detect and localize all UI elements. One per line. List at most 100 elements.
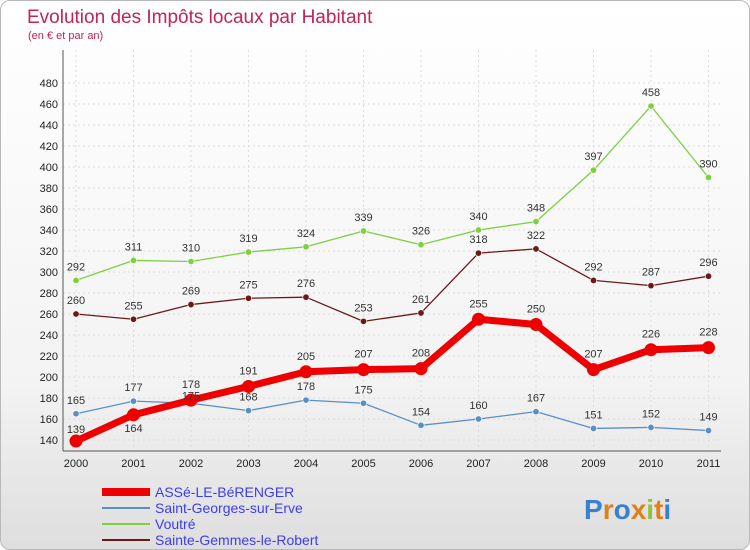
data-label: 310 — [182, 243, 200, 255]
data-label: 318 — [469, 234, 487, 246]
data-label: 205 — [297, 351, 315, 363]
data-label: 175 — [354, 384, 372, 396]
data-label: 175 — [182, 390, 200, 402]
svg-text:Proxiti: Proxiti — [584, 494, 671, 525]
y-tick-label: 380 — [40, 183, 58, 195]
data-label: 255 — [124, 300, 142, 312]
data-point — [359, 317, 367, 325]
data-label: 228 — [699, 327, 717, 339]
series-line — [72, 315, 712, 445]
data-point — [184, 393, 198, 407]
data-label: 255 — [469, 298, 487, 310]
data-label: 322 — [527, 230, 545, 242]
data-label: 319 — [239, 233, 257, 245]
series-ASSé-LE-BéRENGER — [69, 312, 715, 448]
x-tick-label: 2007 — [466, 458, 490, 470]
data-label: 207 — [354, 349, 372, 361]
axes: 140 160 180 200 220 240 260 280 300 320 340 360 380 4… — [40, 50, 721, 470]
data-point — [704, 272, 712, 280]
data-point — [299, 365, 313, 379]
chart-subtitle: (en € et par an) — [28, 30, 103, 42]
legend-label: Saint-Georges-sur-Erve — [155, 500, 303, 516]
y-tick-label: 200 — [40, 372, 58, 384]
data-point — [130, 256, 138, 264]
logo-letter: i — [663, 494, 671, 525]
data-label: 208 — [412, 348, 430, 360]
data-label: 261 — [412, 294, 430, 306]
x-tick-label: 2005 — [351, 458, 375, 470]
y-tick-label: 220 — [40, 351, 58, 363]
data-label: 152 — [642, 408, 660, 420]
x-tick-label: 2003 — [236, 458, 260, 470]
data-label: 340 — [469, 211, 487, 223]
data-point — [417, 309, 425, 317]
data-label: 165 — [67, 395, 85, 407]
x-tick-label: 2004 — [294, 458, 318, 470]
x-tick-label: 2009 — [581, 458, 605, 470]
data-point — [187, 257, 195, 265]
data-point — [474, 415, 482, 423]
data-label: 250 — [527, 304, 545, 316]
data-label: 275 — [239, 279, 257, 291]
data-point — [302, 293, 310, 301]
data-label: 292 — [584, 261, 602, 273]
data-label: 149 — [699, 412, 717, 424]
data-label: 164 — [124, 423, 142, 435]
data-point — [589, 276, 597, 284]
data-label: 191 — [239, 365, 257, 377]
data-point — [302, 396, 310, 404]
data-label: 168 — [239, 392, 257, 404]
data-point — [532, 218, 540, 226]
data-label: 151 — [584, 409, 602, 421]
data-point — [127, 408, 140, 422]
data-point — [529, 318, 543, 331]
legend-label: ASSé-LE-BéRENGER — [155, 484, 294, 500]
data-label: 177 — [124, 382, 142, 394]
data-point — [704, 427, 712, 435]
data-point — [72, 310, 80, 318]
data-label: 178 — [182, 379, 200, 391]
data-point — [130, 397, 138, 405]
y-tick-label: 180 — [40, 393, 58, 405]
data-point — [587, 363, 600, 377]
data-point — [647, 282, 655, 290]
x-tick-label: 2008 — [524, 458, 548, 470]
series-group — [69, 102, 715, 448]
data-label: 139 — [67, 424, 85, 436]
data-point — [644, 343, 658, 357]
series-Voutré — [72, 102, 712, 284]
chart-title: Evolution des Impôts locaux par Habitant — [27, 7, 373, 28]
logo-letter: r — [603, 494, 614, 525]
data-label: 311 — [125, 241, 143, 253]
data-label: 339 — [354, 212, 372, 224]
x-tick-label: 2002 — [179, 458, 203, 470]
data-label: 207 — [584, 349, 602, 361]
data-label: 296 — [699, 257, 717, 269]
data-label: 458 — [642, 87, 660, 99]
data-label: 160 — [469, 400, 487, 412]
data-label: 397 — [584, 151, 602, 163]
x-tick-label: 2001 — [121, 458, 145, 470]
data-point — [302, 243, 310, 251]
data-point — [357, 363, 370, 377]
data-point — [532, 408, 540, 416]
logo-letter: i — [646, 494, 654, 525]
series-Sainte-Gemmes-le-Robert — [72, 245, 712, 325]
logo-letter: P — [584, 494, 603, 525]
data-point — [417, 241, 425, 249]
y-tick-label: 460 — [40, 99, 58, 111]
x-tick-label: 2006 — [409, 458, 433, 470]
data-label: 269 — [182, 286, 200, 298]
data-point — [589, 166, 597, 174]
data-point — [359, 399, 367, 407]
y-tick-label: 480 — [40, 78, 58, 90]
data-point — [245, 248, 253, 256]
data-point — [472, 312, 485, 326]
data-point — [589, 424, 597, 432]
y-tick-label: 360 — [40, 204, 58, 216]
y-tick-label: 340 — [40, 225, 58, 237]
data-label: 326 — [412, 226, 430, 238]
